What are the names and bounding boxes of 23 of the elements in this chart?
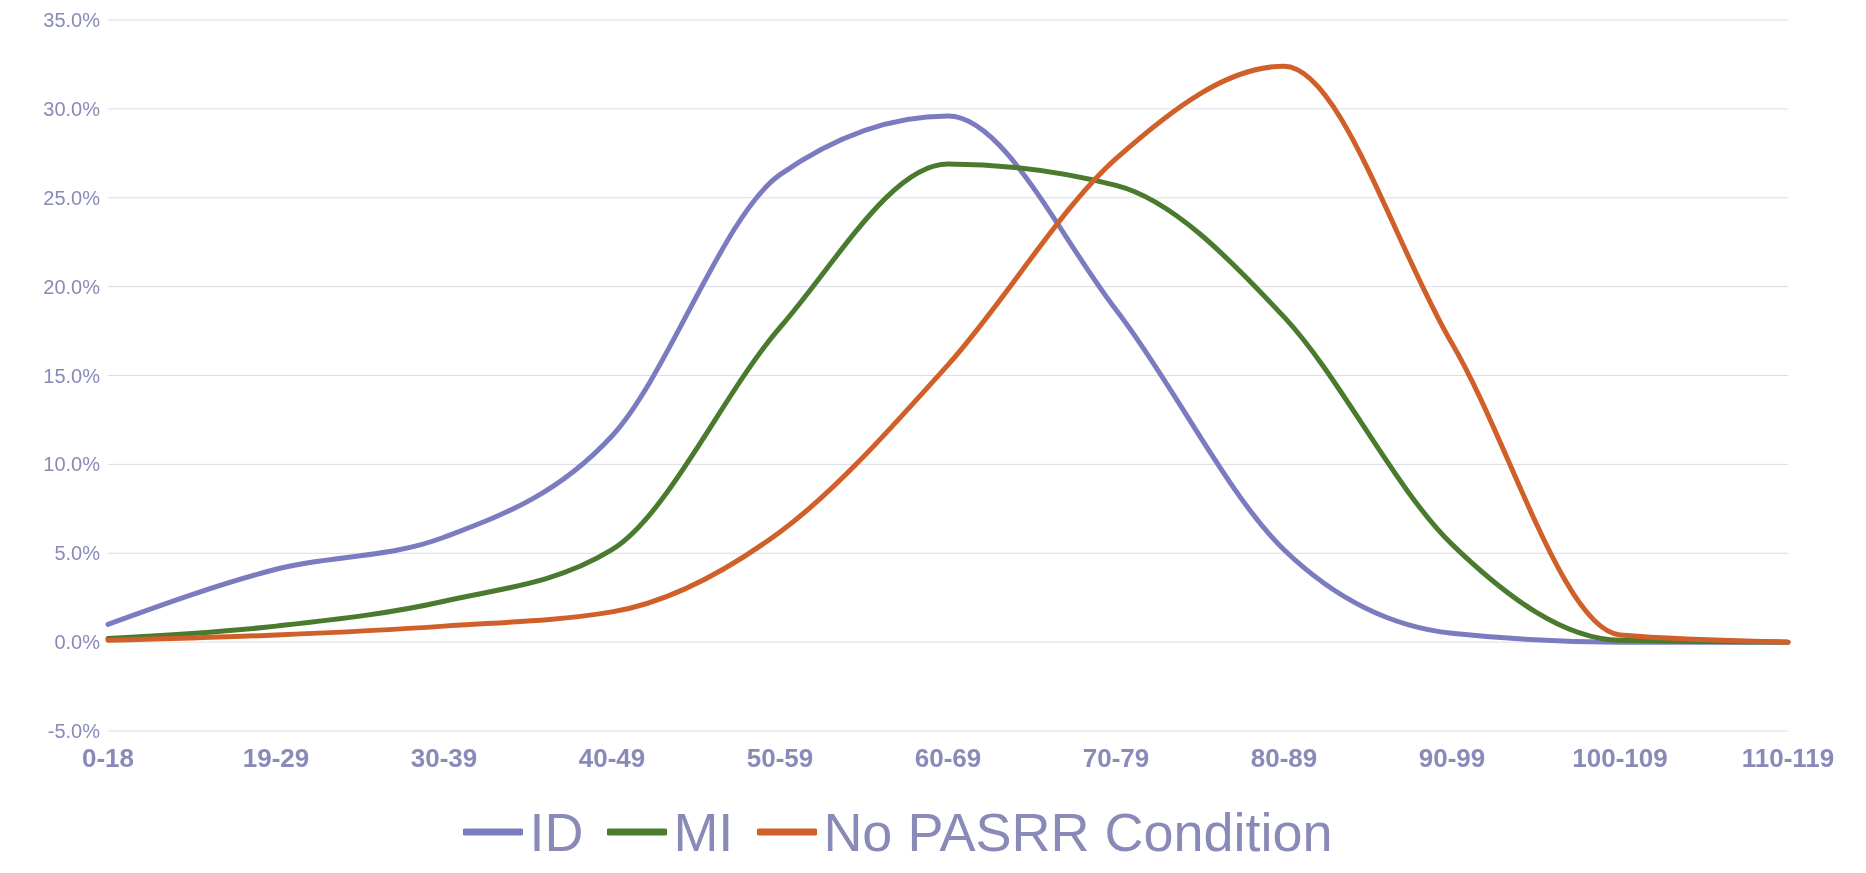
x-tick-label: 100-109	[1572, 743, 1668, 774]
y-tick-label: 25.0%	[43, 186, 101, 209]
legend-label: ID	[529, 801, 584, 863]
x-tick-label: 110-119	[1741, 743, 1835, 774]
x-tick-label: 90-99	[1418, 743, 1486, 774]
y-tick-label: 5.0%	[54, 542, 101, 565]
x-tick-label: 60-69	[914, 743, 982, 774]
legend-label: No PASRR Condition	[823, 801, 1333, 863]
y-tick-label: 35.0%	[43, 9, 101, 32]
x-tick-label: 70-79	[1082, 743, 1150, 774]
x-tick-label: 40-49	[578, 743, 646, 774]
x-tick-label: 0-18	[81, 743, 135, 774]
y-tick-label: 15.0%	[43, 364, 101, 387]
y-tick-label: 20.0%	[43, 275, 101, 298]
x-tick-label: 50-59	[746, 743, 814, 774]
y-tick-label: 10.0%	[43, 453, 101, 476]
x-tick-label: 30-39	[410, 743, 478, 774]
y-tick-label: 30.0%	[43, 97, 101, 120]
legend-label: MI	[673, 801, 734, 863]
y-tick-label: 0.0%	[54, 631, 101, 654]
x-tick-label: 80-89	[1250, 743, 1318, 774]
y-tick-label: -5.0%	[47, 720, 101, 743]
x-tick-label: 19-29	[242, 743, 310, 774]
